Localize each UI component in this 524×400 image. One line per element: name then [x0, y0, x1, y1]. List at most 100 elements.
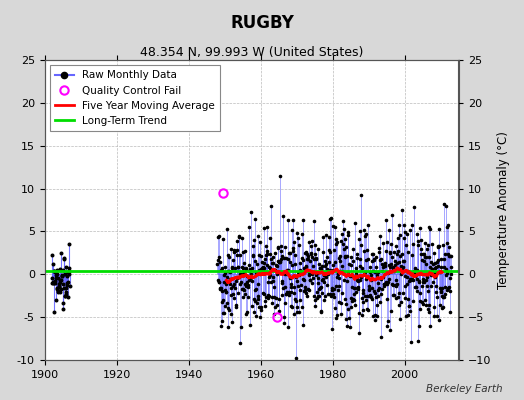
- Point: [297, 270, 305, 276]
- Point: [62, 282, 71, 288]
- Point: [251, 298, 259, 304]
- Point: [438, 285, 446, 291]
- Point: [404, 248, 412, 255]
- Point: [316, 265, 325, 272]
- Point: [323, 266, 331, 272]
- Point: [356, 191, 365, 198]
- Point: [63, 268, 72, 275]
- Point: [403, 274, 411, 280]
- Point: [290, 290, 299, 296]
- Point: [333, 239, 341, 246]
- Point: [391, 283, 400, 289]
- Point: [307, 250, 315, 257]
- Point: [215, 254, 224, 260]
- Point: [294, 242, 303, 248]
- Point: [325, 234, 333, 240]
- Point: [397, 271, 405, 278]
- Point: [429, 278, 437, 285]
- Point: [48, 252, 56, 258]
- Point: [348, 298, 356, 304]
- Point: [327, 293, 335, 299]
- Point: [270, 311, 278, 318]
- Point: [374, 269, 382, 276]
- Point: [416, 290, 424, 296]
- Point: [237, 324, 245, 330]
- Point: [280, 284, 289, 290]
- Point: [64, 293, 72, 300]
- Point: [431, 274, 439, 280]
- Point: [426, 226, 434, 232]
- Point: [397, 262, 405, 269]
- Point: [305, 258, 314, 264]
- Point: [58, 273, 66, 279]
- Point: [366, 264, 375, 270]
- Point: [216, 259, 224, 266]
- Point: [278, 252, 286, 259]
- Point: [394, 294, 402, 300]
- Point: [217, 318, 226, 324]
- Point: [61, 293, 69, 300]
- Point: [333, 312, 342, 318]
- Point: [230, 249, 238, 256]
- Point: [246, 322, 255, 328]
- Point: [239, 286, 248, 293]
- Point: [275, 308, 283, 314]
- Point: [396, 316, 404, 322]
- Point: [329, 223, 337, 229]
- Point: [348, 272, 356, 279]
- Point: [424, 287, 432, 294]
- Point: [358, 307, 367, 314]
- Point: [223, 300, 232, 307]
- Point: [316, 284, 324, 291]
- Point: [232, 252, 241, 258]
- Point: [227, 264, 236, 270]
- Point: [312, 255, 320, 262]
- Point: [362, 256, 370, 263]
- Point: [442, 271, 451, 278]
- Point: [314, 292, 322, 299]
- Point: [365, 283, 373, 289]
- Legend: Raw Monthly Data, Quality Control Fail, Five Year Moving Average, Long-Term Tren: Raw Monthly Data, Quality Control Fail, …: [50, 65, 220, 131]
- Point: [293, 283, 302, 290]
- Point: [408, 222, 417, 228]
- Point: [362, 231, 370, 238]
- Point: [377, 255, 385, 262]
- Point: [413, 338, 422, 344]
- Point: [283, 217, 292, 223]
- Point: [432, 264, 441, 270]
- Point: [436, 256, 445, 262]
- Point: [381, 217, 390, 223]
- Point: [343, 232, 352, 238]
- Point: [410, 264, 419, 271]
- Point: [54, 274, 62, 281]
- Point: [235, 233, 244, 239]
- Point: [434, 226, 443, 233]
- Point: [297, 269, 305, 275]
- Point: [244, 282, 252, 288]
- Point: [383, 322, 391, 329]
- Point: [273, 302, 281, 308]
- Point: [294, 268, 302, 275]
- Point: [307, 238, 315, 244]
- Point: [417, 237, 425, 243]
- Point: [238, 294, 247, 300]
- Point: [418, 257, 427, 263]
- Point: [361, 232, 369, 239]
- Point: [330, 294, 339, 300]
- Point: [260, 260, 269, 266]
- Point: [363, 247, 372, 253]
- Point: [236, 280, 245, 287]
- Point: [278, 278, 287, 284]
- Point: [409, 276, 417, 283]
- Point: [335, 255, 343, 261]
- Point: [348, 296, 357, 302]
- Point: [275, 259, 283, 265]
- Point: [390, 268, 398, 274]
- Point: [338, 268, 346, 274]
- Point: [62, 284, 70, 291]
- Point: [252, 286, 260, 292]
- Point: [303, 255, 311, 262]
- Point: [400, 229, 409, 235]
- Point: [247, 271, 255, 278]
- Point: [445, 253, 453, 259]
